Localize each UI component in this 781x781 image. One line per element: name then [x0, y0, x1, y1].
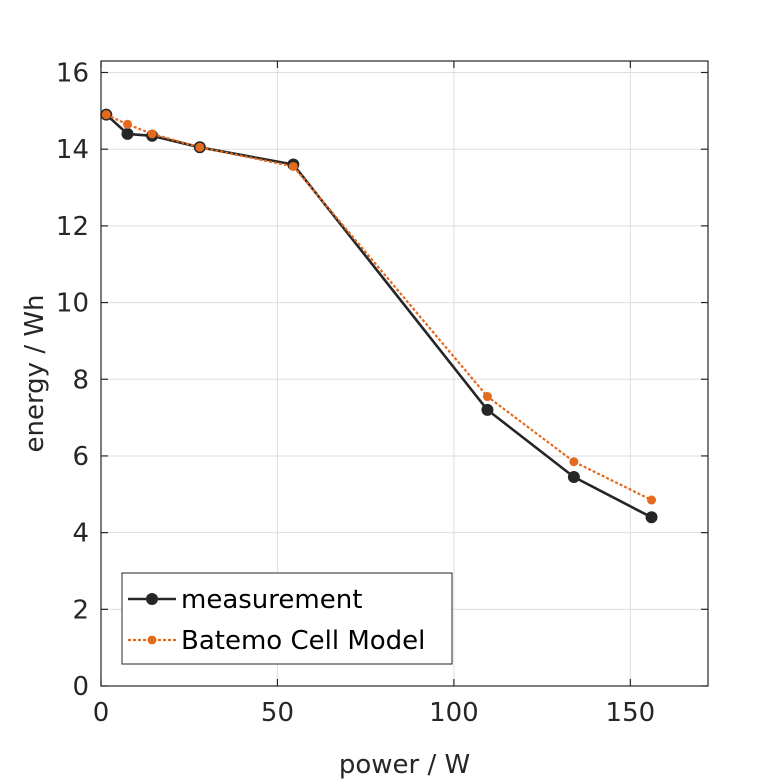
legend-box	[121, 572, 453, 665]
legend-marker-measurement	[146, 593, 158, 605]
x-tick-label: 100	[429, 698, 479, 728]
data-point-batemo-cell-model	[147, 129, 157, 139]
legend-label-measurement: measurement	[181, 585, 362, 615]
data-point-batemo-cell-model	[569, 457, 579, 467]
legend: measurement Batemo Cell Model	[121, 572, 453, 665]
series-line-measurement	[105, 113, 653, 519]
y-tick-label: 4	[72, 519, 89, 549]
y-tick-label: 16	[56, 59, 89, 89]
data-point-batemo-cell-model	[647, 495, 657, 505]
data-point-batemo-cell-model	[101, 110, 111, 120]
x-tick-label: 150	[606, 698, 656, 728]
y-tick-label: 10	[56, 289, 89, 319]
data-point-batemo-cell-model	[195, 142, 205, 152]
plot-frame	[100, 60, 709, 687]
data-point-measurement	[481, 403, 494, 416]
y-tick-label: 12	[56, 212, 89, 242]
legend-label-batemo-cell-model: Batemo Cell Model	[181, 626, 425, 656]
series-batemo-cell-model	[101, 110, 657, 505]
x-tick-label: 0	[93, 698, 110, 728]
y-tick-label: 8	[72, 365, 89, 395]
data-point-batemo-cell-model	[288, 161, 298, 171]
y-tick-label: 0	[72, 672, 89, 702]
data-point-batemo-cell-model	[122, 119, 132, 129]
data-point-measurement	[121, 127, 134, 140]
x-axis-label: power / W	[339, 750, 470, 780]
x-tick-label: 50	[261, 698, 294, 728]
y-tick-label: 14	[56, 135, 89, 165]
y-tick-label: 6	[72, 442, 89, 472]
data-point-batemo-cell-model	[482, 392, 492, 402]
y-tick-label: 2	[72, 595, 89, 625]
y-axis-label: energy / Wh	[20, 294, 50, 452]
data-point-measurement	[567, 471, 580, 484]
axis-ticks: 0 50 100 150 0 2 4 6 8 10 12 14 16	[56, 59, 708, 728]
legend-marker-batemo-cell-model	[147, 635, 157, 645]
series-group	[100, 108, 658, 524]
series-line-batemo-cell-model	[105, 113, 652, 501]
data-point-measurement	[645, 511, 658, 524]
